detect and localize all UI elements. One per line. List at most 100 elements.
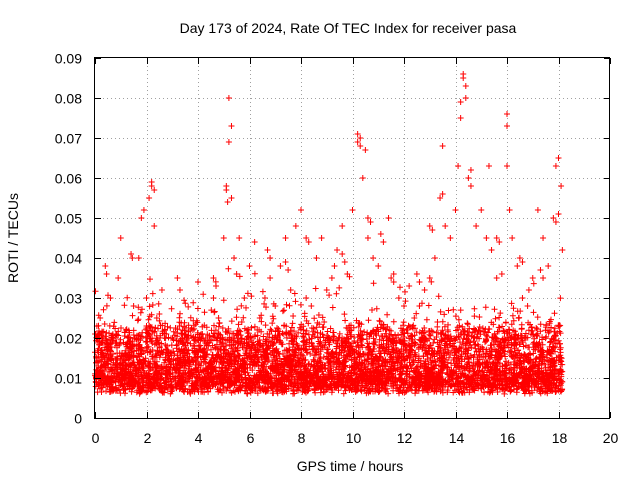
x-tick-label: 4 (195, 430, 203, 446)
data-point (285, 267, 292, 273)
data-point (421, 287, 428, 293)
data-point (254, 327, 261, 333)
data-point (316, 351, 323, 357)
data-point (514, 263, 521, 269)
chart-title: Day 173 of 2024, Rate Of TEC Index for r… (180, 20, 517, 36)
data-point (298, 207, 304, 213)
data-point (213, 283, 220, 289)
data-point (341, 259, 348, 265)
data-point (176, 287, 183, 293)
y-tick-label: 0.09 (55, 51, 82, 67)
data-point (318, 235, 325, 241)
data-point (133, 343, 140, 349)
data-point (447, 235, 454, 241)
data-point (375, 263, 382, 269)
data-point (452, 207, 459, 213)
data-point (179, 335, 186, 341)
data-point (488, 247, 495, 253)
x-tick-label: 20 (603, 430, 619, 446)
data-point (372, 339, 379, 345)
data-point (465, 175, 472, 181)
data-point (158, 287, 165, 293)
data-point (187, 327, 194, 333)
y-tick-label: 0.08 (55, 91, 82, 107)
data-point (352, 355, 359, 361)
data-point (161, 335, 168, 341)
x-tick-label: 16 (500, 430, 516, 446)
data-point (540, 235, 547, 241)
data-point (506, 207, 513, 213)
data-point (272, 303, 279, 309)
data-point (223, 183, 230, 189)
data-point (555, 211, 562, 217)
data-point (115, 275, 122, 281)
data-point (439, 191, 446, 197)
x-tick-label: 10 (346, 430, 362, 446)
data-point (470, 335, 477, 341)
data-point (225, 139, 232, 145)
data-point (303, 295, 310, 301)
data-point (243, 335, 250, 341)
data-point (426, 275, 433, 281)
data-point (542, 367, 549, 373)
data-point (555, 155, 562, 161)
data-point (238, 319, 245, 325)
data-point (364, 235, 371, 241)
data-point (434, 319, 441, 325)
data-point (406, 283, 413, 289)
y-tick-label: 0.03 (55, 291, 82, 307)
data-point (153, 315, 160, 321)
data-point (511, 359, 518, 365)
data-point (305, 239, 312, 245)
data-point (426, 223, 433, 229)
data-point (382, 347, 389, 353)
data-point (501, 343, 508, 349)
data-point (467, 167, 474, 173)
data-point (370, 255, 377, 261)
data-point (218, 343, 225, 349)
data-point (228, 123, 235, 129)
data-point (269, 367, 276, 373)
data-point (485, 163, 492, 169)
data-point (545, 263, 552, 269)
data-point (295, 359, 302, 365)
data-point (130, 303, 137, 309)
data-point (287, 287, 294, 293)
data-point (313, 255, 320, 261)
data-point (556, 355, 563, 361)
data-point (225, 95, 232, 101)
data-point (210, 295, 217, 301)
data-point (101, 367, 108, 373)
data-point (331, 263, 338, 269)
y-tick-label: 0.01 (55, 371, 82, 387)
data-point (174, 355, 181, 361)
data-point (205, 343, 212, 349)
data-point (475, 327, 482, 333)
data-point (527, 351, 534, 357)
data-point (558, 183, 565, 189)
y-tick-label: 0.06 (55, 171, 82, 187)
data-point (504, 123, 510, 129)
data-point (151, 187, 158, 193)
data-point (413, 271, 420, 277)
data-point (390, 279, 397, 285)
data-point (473, 223, 480, 229)
data-point (171, 375, 178, 381)
data-point (367, 219, 374, 225)
data-point (457, 115, 464, 121)
data-point (110, 351, 117, 357)
data-point (504, 163, 510, 169)
data-point (249, 355, 256, 361)
data-point (122, 327, 129, 333)
data-point (362, 147, 369, 153)
y-tick-label: 0 (74, 411, 82, 427)
data-point (444, 327, 451, 333)
data-point (354, 131, 361, 137)
data-point (411, 315, 418, 321)
data-point (455, 163, 462, 169)
data-point (197, 367, 204, 373)
data-point (529, 275, 536, 281)
data-point (537, 267, 544, 273)
data-point (202, 335, 209, 341)
